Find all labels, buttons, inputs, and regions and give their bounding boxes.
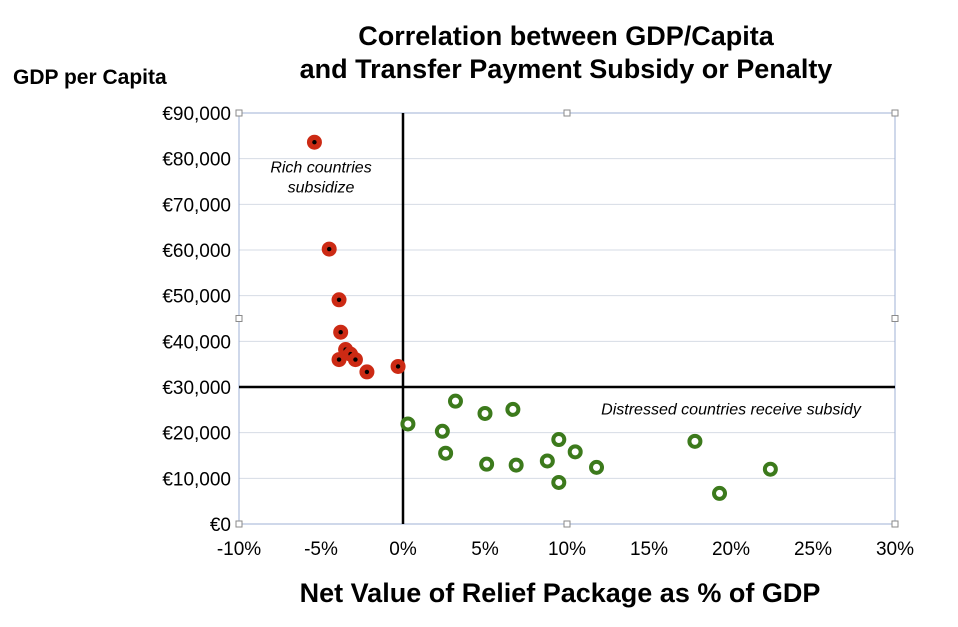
data-point-distressed: [687, 433, 703, 449]
y-tick-label: €20,000: [162, 424, 231, 445]
data-point-rich: [359, 364, 375, 380]
y-tick-label: €10,000: [162, 469, 231, 490]
y-tick-label: €40,000: [162, 332, 231, 353]
data-point-distressed: [400, 416, 416, 432]
x-tick-label: 15%: [630, 539, 668, 560]
data-point-center: [395, 364, 401, 369]
y-tick-label: €30,000: [162, 378, 231, 399]
selection-handle: [235, 520, 243, 528]
data-point-rich: [333, 324, 349, 340]
selection-handle: [235, 109, 243, 117]
data-point-distressed: [539, 453, 555, 469]
x-tick-label: -5%: [304, 539, 338, 560]
data-point-distressed: [762, 461, 778, 477]
chart-title-line-1: Correlation between GDP/Capita: [358, 21, 775, 51]
selection-handle: [891, 109, 899, 117]
data-point-distressed: [567, 444, 583, 460]
x-axis-label: Net Value of Relief Package as % of GDP: [300, 578, 821, 608]
y-axis-label: GDP per Capita: [13, 66, 167, 89]
y-tick-label: €0: [210, 515, 231, 536]
data-point-distressed: [508, 457, 524, 473]
data-point-center: [353, 357, 358, 362]
data-point-center: [364, 369, 370, 375]
data-point-center: [327, 246, 332, 252]
x-tick-label: 25%: [794, 539, 832, 560]
data-point-center: [338, 330, 343, 335]
annotation-distressed-countries: Distressed countries receive subsidy: [601, 401, 862, 418]
chart-title-line-2: and Transfer Payment Subsidy or Penalty: [300, 54, 833, 84]
data-point-center: [336, 297, 342, 302]
y-tick-label: €70,000: [162, 195, 231, 216]
annotation-rich-countries: Rich countries subsidize: [270, 159, 371, 196]
annotation-line: subsidize: [288, 179, 355, 196]
data-point-rich: [347, 352, 363, 368]
y-tick-label: €50,000: [162, 287, 231, 308]
selection-handle: [891, 520, 899, 528]
data-point-distressed: [589, 459, 605, 475]
data-point-distressed: [551, 432, 567, 448]
data-point-rich: [390, 358, 406, 374]
data-point-distressed: [479, 456, 495, 472]
x-tick-label: 5%: [471, 539, 499, 560]
data-point-rich: [331, 292, 347, 308]
data-point-distressed: [438, 445, 454, 461]
x-tick-label: 0%: [389, 539, 417, 560]
y-tick-label: €60,000: [162, 241, 231, 262]
data-point-distressed: [551, 474, 567, 490]
selection-handle: [563, 109, 571, 117]
data-point-rich: [321, 241, 337, 257]
data-point-rich: [331, 352, 347, 368]
x-tick-label: 10%: [548, 539, 586, 560]
data-point-distressed: [434, 423, 450, 439]
y-tick-label: €90,000: [162, 104, 231, 125]
annotation-line: Distressed countries receive subsidy: [601, 401, 862, 418]
selection-handle: [891, 315, 899, 322]
data-point-distressed: [477, 405, 493, 421]
y-tick-label: €80,000: [162, 150, 231, 171]
selection-handle: [235, 315, 243, 322]
selection-handle: [563, 520, 571, 528]
data-point-distressed: [505, 401, 521, 417]
data-point-distressed: [447, 393, 463, 409]
data-point-rich: [306, 134, 322, 150]
x-tick-label: 30%: [876, 539, 914, 560]
data-point-distressed: [712, 485, 728, 501]
x-tick-label: 20%: [712, 539, 750, 560]
x-tick-label: -10%: [217, 539, 261, 560]
data-point-center: [336, 357, 342, 362]
annotation-line: Rich countries: [270, 159, 371, 176]
data-point-center: [312, 140, 317, 145]
